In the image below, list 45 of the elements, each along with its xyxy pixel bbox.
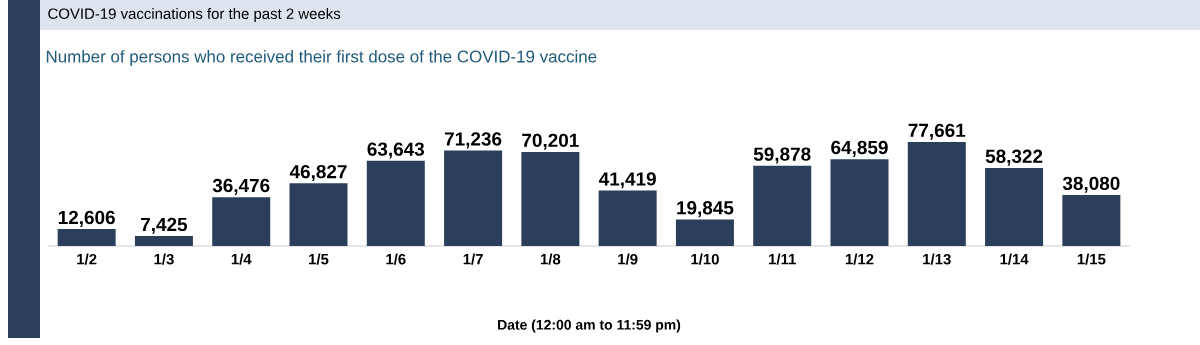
bar [830, 159, 889, 246]
bar [57, 229, 116, 246]
data-label: 7,425 [141, 217, 188, 234]
data-label: 41,419 [598, 172, 656, 189]
bar [985, 167, 1044, 246]
bar [598, 190, 657, 246]
data-label: 70,201 [522, 133, 579, 150]
x-tick-label: 1/6 [386, 253, 406, 265]
bar [289, 183, 348, 246]
x-tick-label: 1/9 [618, 253, 638, 265]
data-label: 71,236 [444, 132, 502, 149]
x-tick-label: 1/11 [769, 253, 796, 265]
bar [753, 165, 812, 246]
bar [366, 160, 425, 246]
x-tick-label: 1/3 [154, 253, 174, 265]
x-tick-label: 1/5 [309, 253, 329, 265]
data-label: 64,859 [831, 140, 888, 157]
chart-title: COVID-19 vaccinations for the past 2 weeks [48, 8, 341, 22]
x-tick-label: 1/15 [1077, 253, 1106, 265]
bar [444, 150, 503, 246]
bar [1062, 195, 1121, 246]
bar [212, 197, 271, 246]
chart-subtitle: Number of persons who received their first dose of the COVID-19 vaccine [46, 50, 597, 66]
x-tick-label: 1/10 [691, 253, 719, 265]
x-tick-label: 1/2 [77, 253, 97, 265]
data-label: 38,080 [1062, 176, 1120, 193]
bar [907, 142, 966, 246]
x-tick-label: 1/4 [231, 253, 252, 265]
data-label: 59,878 [753, 147, 811, 164]
data-label: 19,845 [677, 201, 734, 218]
data-label: 77,661 [908, 123, 966, 140]
x-tick-label: 1/13 [923, 253, 951, 265]
x-axis-title: Date (12:00 am to 11:59 pm) [498, 319, 681, 333]
bar [521, 151, 580, 246]
data-label: 58,322 [985, 149, 1043, 166]
x-tick-label: 1/12 [845, 253, 874, 265]
x-tick-label: 1/7 [463, 253, 483, 265]
bar [675, 219, 734, 246]
data-label: 12,606 [58, 210, 115, 227]
data-label: 46,827 [289, 164, 347, 182]
data-label: 36,476 [212, 178, 270, 195]
x-tick-label: 1/14 [1000, 253, 1029, 265]
bar [134, 236, 193, 246]
x-tick-label: 1/8 [540, 253, 561, 265]
data-label: 63,643 [367, 142, 425, 159]
